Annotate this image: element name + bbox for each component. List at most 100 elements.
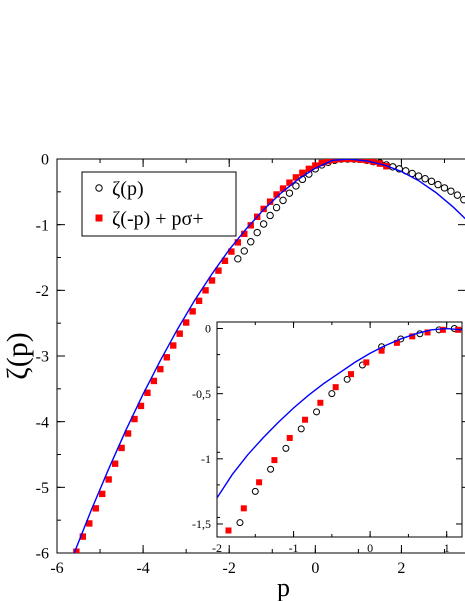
main-y-tick-label: -4 [36,414,49,431]
inset-circle-point [328,390,336,398]
main-circle-point [247,238,255,246]
main-circle-point [427,177,436,186]
inset-y-tick-label: 0 [205,322,211,336]
main-circle-point [240,247,248,255]
main-square-point [189,308,196,315]
main-square-point [247,222,254,229]
legend-label-zeta-shifted: ζ(-p) + pσ+ [112,208,204,230]
inset-square-point [286,434,293,441]
main-y-tick-label: -1 [36,217,49,234]
inset-square-point [225,527,232,534]
main-square-point [157,365,164,373]
inset-y-tick-label: -1 [201,452,211,466]
main-circle-point [279,196,287,205]
main-square-point [170,342,177,349]
main-square-point [131,415,138,423]
main-square-point [208,277,216,284]
main-square-point [234,239,242,246]
main-circle-point [285,189,294,197]
inset-square-point [302,416,309,423]
main-y-tick-label: -5 [36,480,49,497]
inset-square-point [240,505,247,512]
legend: ζ(p) ζ(-p) + pσ+ [81,171,237,237]
main-model-curve [73,159,465,553]
inset-circle-point [251,487,259,495]
main-square-point [195,297,203,305]
x-axis-label: p [277,573,290,601]
main-square-point [163,354,170,361]
main-square-point [176,330,183,337]
main-x-tick-label: -4 [136,560,149,577]
main-y-tick-label: -3 [36,349,49,366]
main-square-point [86,520,93,527]
inset-square-point [317,399,324,406]
main-square-point [221,257,229,264]
main-y-tick-label: -2 [36,283,49,300]
main-square-point [92,505,99,512]
main-square-point [305,165,313,173]
main-y-tick-label: 0 [41,152,49,169]
main-square-point [150,377,158,385]
inset-square-point [439,326,446,333]
main-circle-point [460,196,465,204]
inset-chart: -2 -1 0 1 0 -0,5 -1 -1,5 [192,321,463,555]
main-square-point [73,548,80,553]
main-x-tick-label: 0 [311,560,319,577]
inset-y-tick-label: -1,5 [192,517,211,531]
main-square-point [99,490,106,498]
inset-square-point [271,457,278,464]
main-circle-point [434,180,442,189]
main-x-tick-label: 2 [397,560,405,577]
main-square-point [286,179,293,186]
inset-square-point [363,359,370,366]
main-square-point [241,230,248,238]
main-x-tick-label: -6 [50,560,63,577]
inset-square-point [409,333,416,340]
inset-x-tick-label: -2 [212,541,222,555]
inset-square-point [347,371,354,378]
inset-series-group [217,325,462,534]
main-square-point [124,430,132,437]
legend-square-marker [95,214,103,222]
main-circle-point [253,228,261,237]
main-square-point [279,185,287,192]
main-y-tick-label: -6 [36,546,49,563]
main-circle-point [447,187,455,195]
inset-y-tick-label: -0,5 [192,387,211,401]
main-circle-point [292,182,300,190]
inset-x-tick-label: 0 [367,541,373,555]
inset-square-point [378,347,385,354]
main-circle-point [440,184,449,192]
inset-frame [216,321,463,538]
inset-circle-point [236,519,244,527]
inset-square-point [393,339,400,346]
inset-circle-point [397,335,405,343]
legend-label-zeta: ζ(p) [112,178,144,200]
inset-circle-point [267,465,275,473]
main-square-point [144,389,151,396]
main-square-point [350,159,358,163]
main-circle-point [414,172,423,180]
main-square-point [273,191,280,198]
inset-x-tick-label: -1 [289,541,299,555]
main-square-point [292,174,300,181]
main-circle-point [272,203,281,212]
main-square-point [118,444,125,452]
main-circle-point [453,191,462,199]
main-square-point [266,198,274,205]
inset-x-tick-label: 1 [444,541,450,555]
main-circle-point [234,255,242,263]
main-square-point [182,319,190,326]
main-square-point [299,169,306,176]
main-circle-point [266,211,274,220]
main-square-point [331,159,338,163]
inset-circle-point [282,444,290,452]
main-square-point [137,402,145,410]
main-square-point [202,287,209,294]
main-circle-point [259,220,268,228]
inset-circle-point [297,425,305,433]
main-square-point [344,159,351,163]
y-axis-label: ζ(p) [1,332,34,379]
main-square-point [312,162,319,169]
